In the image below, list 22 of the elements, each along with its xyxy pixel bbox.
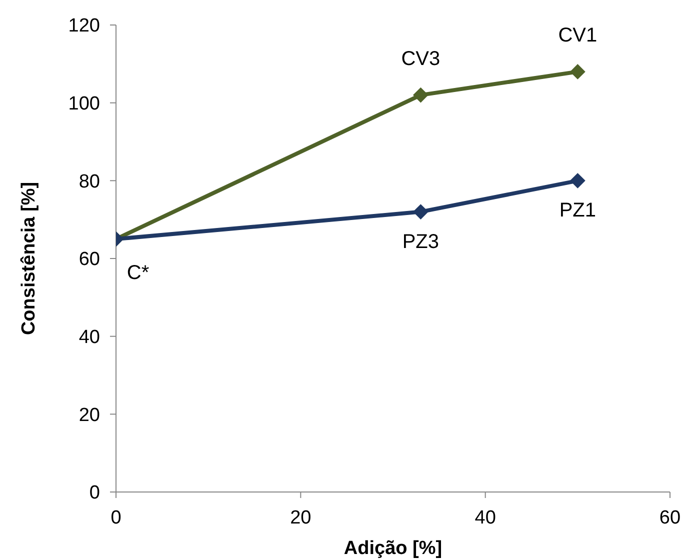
point <box>413 204 428 220</box>
y-tick-label: 60 <box>78 249 100 270</box>
point <box>413 88 428 103</box>
y-tick-label: 80 <box>78 171 100 192</box>
x-tick-label: 0 <box>110 507 122 528</box>
annotation: CV3 <box>401 48 440 70</box>
x-tick-label: 40 <box>474 507 496 528</box>
x-tick-label: 20 <box>290 507 312 528</box>
y-tick-label: 120 <box>68 16 100 37</box>
annotation: CV1 <box>558 24 598 47</box>
x-axis-title: Adição [%] <box>344 538 442 559</box>
annotation: PZ1 <box>559 200 596 222</box>
x-tick-label: 60 <box>659 507 681 528</box>
y-tick-label: 40 <box>78 327 100 348</box>
y-tick-label: 20 <box>78 404 100 426</box>
annotation: PZ3 <box>402 230 440 253</box>
y-tick-label: 0 <box>89 482 100 504</box>
y-tick-label: 100 <box>68 94 100 115</box>
y-axis-title: Consistência [%] <box>18 182 40 336</box>
point <box>570 64 586 80</box>
annotation: C* <box>126 262 150 284</box>
point <box>570 173 586 188</box>
